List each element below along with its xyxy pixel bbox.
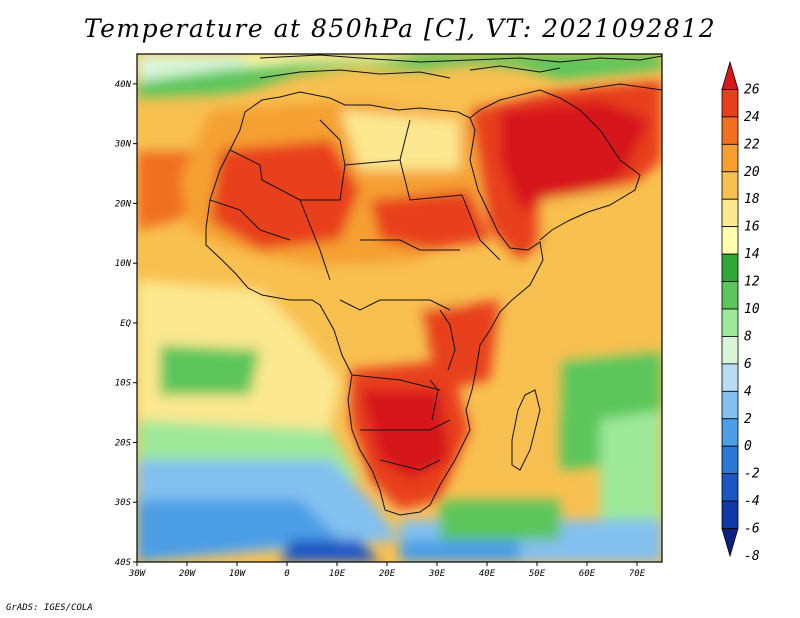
lon-label: 60E: [579, 569, 596, 579]
lon-label: 50E: [529, 569, 546, 579]
map-title: Temperature at 850hPa [C], VT: 202109281…: [83, 14, 717, 43]
colorbar-label: -2: [744, 467, 760, 482]
lat-label: 40N: [115, 80, 132, 90]
colorbar-label: 10: [744, 302, 760, 317]
lat-label: 30S: [114, 498, 132, 508]
colorbar-swatch: [721, 171, 739, 200]
colorbar-swatch: [721, 390, 739, 420]
colorbar-label: 26: [744, 82, 760, 97]
colorbar-label: 18: [744, 192, 760, 207]
lon-label: 70E: [629, 569, 646, 579]
colorbar-swatch: [721, 418, 739, 447]
colorbar-label: 20: [744, 165, 760, 180]
lon-label: 10W: [229, 569, 247, 579]
lon-label: 20E: [379, 569, 396, 579]
colorbar-swatch: [721, 198, 739, 228]
colorbar-label: 2: [744, 412, 752, 427]
lon-label: 30E: [428, 569, 446, 579]
colorbar-swatch: [721, 60, 739, 90]
colorbar-label: 4: [744, 384, 752, 399]
lon-label: 20W: [179, 569, 197, 579]
colorbar-swatch: [721, 473, 739, 502]
colorbar-label: -8: [744, 549, 760, 564]
colorbar-label: 0: [744, 439, 752, 454]
credit-text: GrADS: IGES/COLA: [6, 603, 93, 613]
lat-label: 10S: [115, 379, 132, 389]
colorbar-swatch: [721, 281, 739, 310]
colorbar-swatch: [721, 116, 739, 145]
longitude-axis: 30W 20W 10W 0 10E 20E 30E 40E 50E 60E 70E: [128, 562, 646, 579]
colorbar-label: 22: [744, 137, 760, 152]
colorbar-swatch: [721, 308, 739, 337]
colorbar-swatch: [721, 445, 739, 475]
lon-label: 30W: [128, 569, 147, 579]
colorbar-label: 14: [744, 247, 760, 262]
colorbar-label: 24: [744, 110, 760, 125]
colorbar-label: 6: [744, 357, 752, 372]
lat-label: 10N: [115, 259, 132, 269]
colorbar-swatch: [721, 336, 739, 365]
colorbar-swatch: [721, 500, 739, 529]
colorbar-label: 8: [744, 329, 752, 344]
colorbar-swatch: [721, 143, 739, 173]
colorbar-swatch: [721, 226, 739, 255]
coastlines: [205, 54, 662, 516]
latitude-axis: 40N 30N 20N 10N EQ 10S 20S 30S 40S: [114, 80, 137, 568]
map-frame: [136, 53, 663, 563]
lat-label: EQ: [120, 319, 131, 329]
colorbar-label: -6: [744, 522, 760, 537]
lon-label: 40E: [479, 569, 496, 579]
colorbar-label: 16: [744, 220, 760, 235]
temperature-field: [137, 54, 662, 562]
lon-label: 0: [284, 569, 289, 579]
lat-label: 40S: [115, 558, 132, 568]
lat-label: 30N: [114, 140, 132, 150]
colorbar-swatch: [721, 89, 739, 118]
colorbar-swatch: [721, 253, 739, 282]
lat-label: 20S: [115, 438, 132, 448]
colorbar-swatch: [721, 528, 739, 558]
colorbar-swatch: [721, 363, 739, 392]
colorbar-label: 12: [744, 275, 760, 290]
lat-label: 20N: [115, 199, 132, 209]
lon-label: 10E: [329, 569, 346, 579]
colorbar-label: -4: [744, 494, 760, 509]
